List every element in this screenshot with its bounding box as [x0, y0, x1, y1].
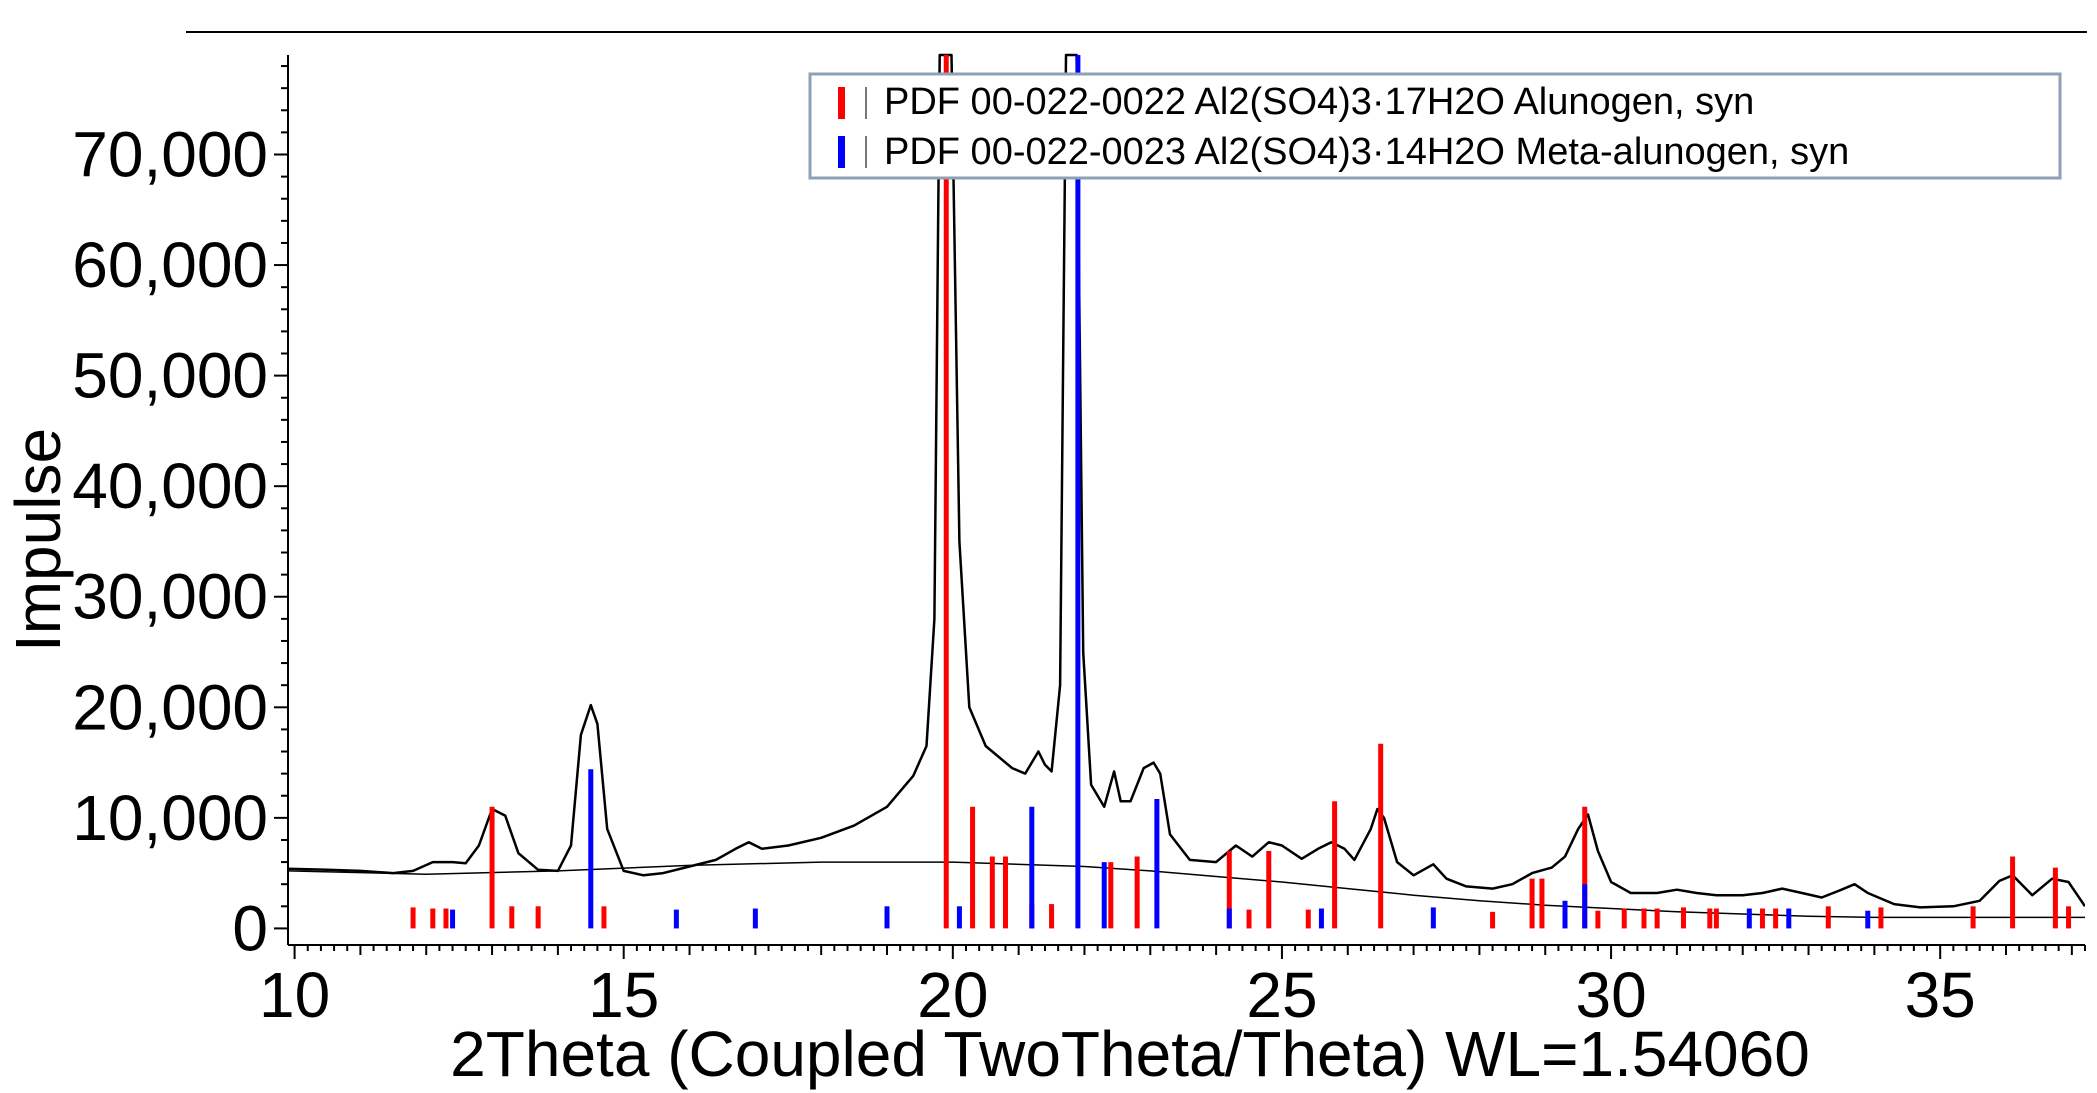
y-tick-label: 50,000 — [72, 340, 268, 412]
y-tick-label: 40,000 — [72, 450, 268, 522]
x-tick-label: 25 — [1246, 959, 1317, 1031]
x-tick-label: 20 — [917, 959, 988, 1031]
reference-sticks — [410, 55, 2072, 929]
plot-area — [288, 53, 2085, 919]
x-tick-label: 30 — [1575, 959, 1646, 1031]
y-tick-label: 70,000 — [72, 119, 268, 191]
axes — [274, 55, 2086, 959]
legend-swatch-alunogen — [838, 87, 845, 119]
legend-swatch-meta-alunogen — [838, 136, 845, 168]
x-tick-label: 35 — [1905, 959, 1976, 1031]
y-tick-label: 0 — [232, 892, 268, 964]
legend-label-alunogen: PDF 00-022-0022 Al2(SO4)3·17H2O Alunogen… — [884, 81, 1754, 123]
y-axis-title: Impulse — [2, 428, 74, 652]
diffractogram-line — [288, 53, 2085, 909]
y-tick-label: 30,000 — [72, 561, 268, 633]
x-tick-label: 10 — [259, 959, 330, 1031]
legend: PDF 00-022-0022 Al2(SO4)3·17H2O Alunogen… — [808, 72, 2062, 180]
background-line — [288, 861, 2085, 919]
x-tick-label: 15 — [588, 959, 659, 1031]
y-tick-label: 10,000 — [72, 782, 268, 854]
y-tick-label: 20,000 — [72, 671, 268, 743]
tick-labels: 0 10,000 20,000 30,000 40,000 50,000 60,000 70,… — [72, 119, 1976, 1031]
x-axis-title: 2Theta (Coupled TwoTheta/Theta) WL=1.540… — [450, 1018, 1810, 1090]
y-tick-label: 60,000 — [72, 229, 268, 301]
legend-box — [808, 72, 2062, 180]
legend-label-meta-alunogen: PDF 00-022-0023 Al2(SO4)3·14H2O Meta-alu… — [884, 131, 1849, 173]
